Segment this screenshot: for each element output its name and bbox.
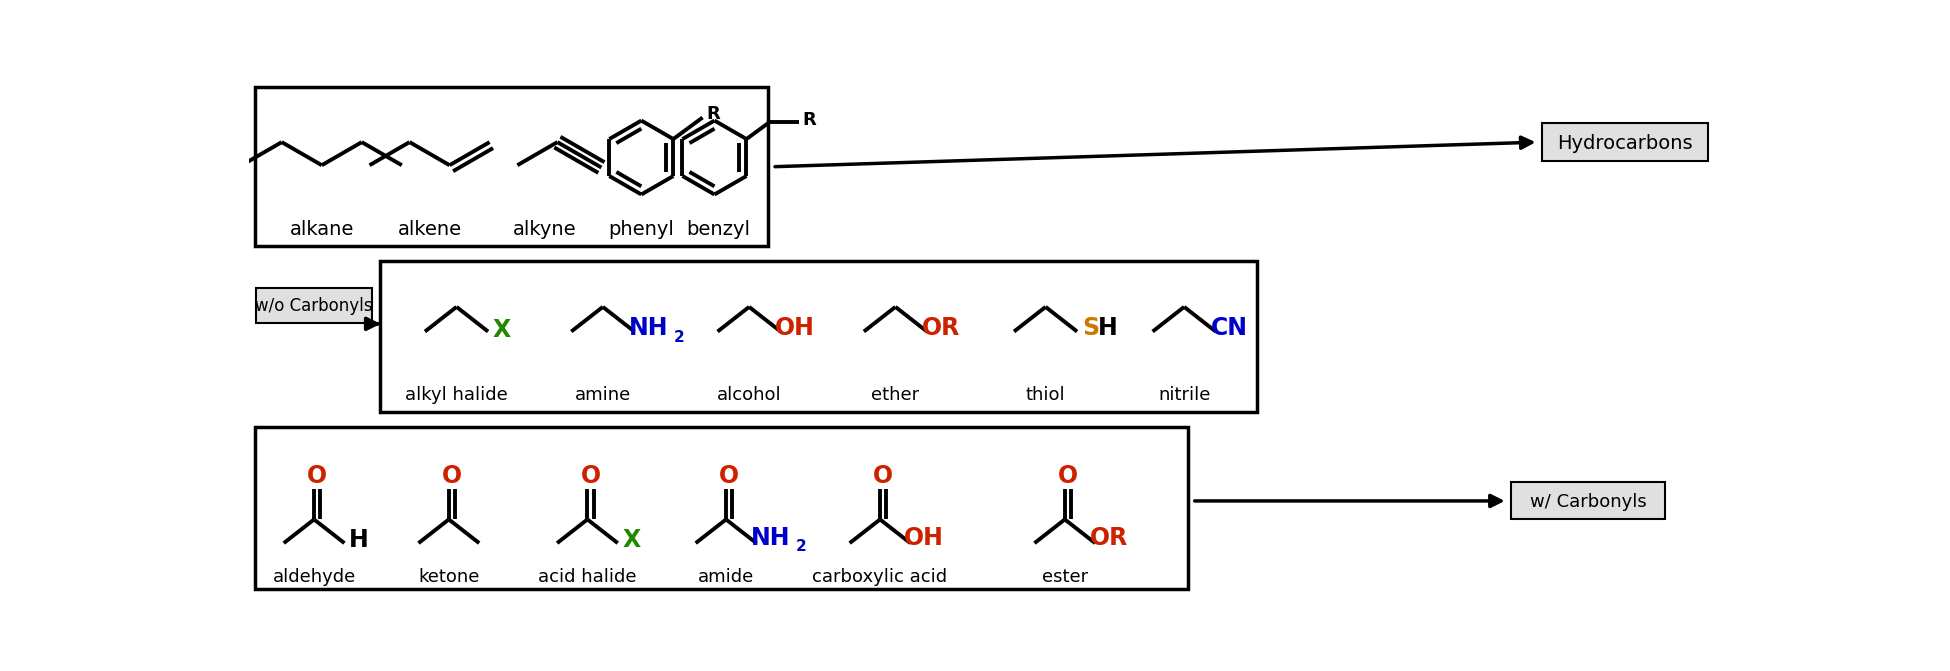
Text: R: R: [803, 111, 817, 129]
Text: R: R: [706, 105, 720, 123]
Bar: [1542, 123, 1708, 161]
Text: aldehyde: aldehyde: [273, 568, 355, 586]
Text: O: O: [874, 464, 893, 488]
Text: OR: OR: [922, 315, 959, 340]
Text: S: S: [1082, 315, 1100, 340]
Text: carboxylic acid: carboxylic acid: [813, 568, 948, 586]
Text: X: X: [493, 318, 511, 342]
Text: 2: 2: [673, 330, 684, 345]
Bar: [255, 289, 372, 323]
Bar: [380, 262, 1258, 411]
Text: thiol: thiol: [1026, 386, 1065, 404]
Text: alkane: alkane: [291, 219, 355, 239]
Text: ketone: ketone: [417, 568, 480, 586]
Text: O: O: [720, 464, 739, 488]
Bar: [1511, 482, 1665, 519]
Text: OH: OH: [905, 526, 944, 550]
Text: alcohol: alcohol: [718, 386, 782, 404]
Text: alkyl halide: alkyl halide: [406, 386, 507, 404]
Text: O: O: [306, 464, 328, 488]
Text: benzyl: benzyl: [686, 219, 751, 239]
Text: H: H: [349, 528, 369, 552]
Text: O: O: [581, 464, 601, 488]
Text: CN: CN: [1211, 315, 1248, 340]
Text: nitrile: nitrile: [1158, 386, 1211, 404]
Text: amine: amine: [575, 386, 632, 404]
Text: OR: OR: [1090, 526, 1129, 550]
Text: O: O: [443, 464, 462, 488]
Text: OH: OH: [774, 315, 815, 340]
Text: phenyl: phenyl: [608, 219, 675, 239]
Text: ester: ester: [1041, 568, 1088, 586]
Text: acid halide: acid halide: [538, 568, 636, 586]
Text: alkyne: alkyne: [513, 219, 577, 239]
Text: w/ Carbonyls: w/ Carbonyls: [1531, 493, 1648, 511]
Text: X: X: [622, 528, 642, 552]
Text: NH: NH: [751, 526, 790, 550]
Bar: [255, 87, 768, 246]
Text: H: H: [1098, 315, 1117, 340]
Text: O: O: [1057, 464, 1078, 488]
Text: alkene: alkene: [398, 219, 462, 239]
Text: Hydrocarbons: Hydrocarbons: [1558, 134, 1693, 153]
Text: 2: 2: [796, 539, 807, 554]
Text: w/o Carbonyls: w/o Carbonyls: [255, 297, 372, 315]
Bar: [255, 427, 1188, 588]
Text: ether: ether: [872, 386, 920, 404]
Text: amide: amide: [698, 568, 755, 586]
Text: NH: NH: [628, 315, 669, 340]
